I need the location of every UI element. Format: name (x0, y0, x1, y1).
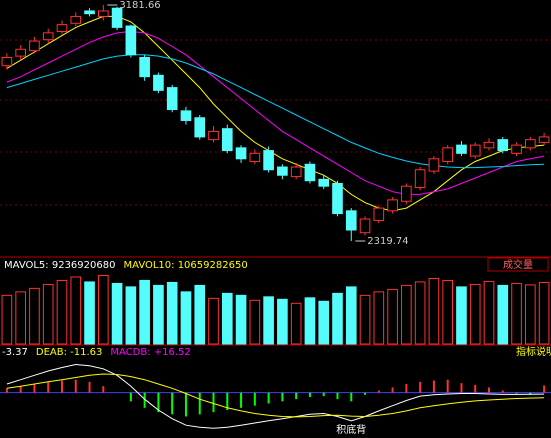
volume-bar (525, 284, 536, 345)
volume-bar (414, 281, 426, 345)
volume-bar (221, 292, 233, 345)
volume-bar (442, 279, 454, 345)
candle-body (194, 117, 206, 138)
candle-body (277, 166, 288, 176)
candle-body (56, 24, 68, 32)
volume-bar (1, 294, 13, 345)
volume-bar (153, 284, 164, 345)
candle-body (373, 207, 385, 221)
candle-body (469, 144, 481, 157)
candle-body (1, 56, 13, 67)
volume-bar (359, 294, 371, 345)
volume-bar (139, 279, 150, 345)
volume-bar (166, 281, 178, 345)
macd-annotation: 积底背 (336, 423, 366, 436)
candle-body (387, 199, 398, 212)
macd-label: MACDB: +16.52 (110, 347, 190, 358)
volume-bar (249, 299, 261, 345)
candle-body (97, 10, 109, 17)
candle-body (235, 147, 247, 160)
volume-bar (345, 286, 357, 345)
volume-bar (538, 281, 550, 345)
volume-bar (125, 286, 137, 345)
candle-body (125, 25, 137, 56)
candle-body (318, 178, 330, 187)
volume-bar (29, 287, 40, 345)
volume-bar (497, 284, 509, 345)
candle-body (483, 141, 495, 149)
button-label[interactable]: 成交量 (503, 258, 533, 271)
candle-body (290, 166, 302, 178)
candle-body (414, 169, 426, 189)
candle-body (263, 150, 274, 171)
candle-body (538, 136, 550, 143)
candle-body (249, 152, 261, 163)
volume-bar (373, 291, 385, 345)
volume-bar (97, 274, 109, 345)
candle-body (180, 110, 192, 121)
volume-bar (318, 300, 330, 345)
volume-bar (15, 291, 26, 345)
volume-bar (456, 286, 467, 345)
candle-body (70, 15, 82, 24)
candle-body (166, 87, 178, 111)
volume-label: MAVOL5: 9236920680 (4, 260, 115, 271)
candle-body (42, 32, 54, 41)
high-annotation: 3181.66 (119, 0, 160, 11)
volume-bar (111, 282, 123, 345)
volume-bar (84, 281, 95, 345)
indicator-line (6, 363, 545, 429)
candle-body (345, 210, 357, 231)
volume-label: MAVOL10: 10659282650 (123, 260, 247, 271)
candle-body (208, 130, 219, 141)
candle-body (153, 74, 164, 91)
volume-bar (428, 277, 440, 345)
candle-body (29, 40, 40, 52)
candle-body (139, 56, 150, 78)
candle-body (442, 147, 454, 163)
candle-body (456, 144, 467, 154)
candle-body (428, 158, 440, 172)
volume-bar (277, 298, 288, 345)
low-annotation: 2319.74 (367, 236, 408, 247)
volume-bar (483, 280, 495, 345)
indicator-button[interactable] (487, 257, 549, 272)
candle-body (304, 163, 316, 182)
candle-body (84, 10, 95, 15)
volume-bar (235, 294, 247, 345)
volume-bar (42, 283, 54, 345)
macd-label: DEAB: -11.63 (36, 347, 103, 358)
volume-bar (70, 276, 82, 345)
volume-bar (290, 302, 302, 345)
candle-body (525, 139, 536, 149)
indicator-line (6, 54, 545, 169)
indicator-line (6, 373, 545, 418)
candle-body (221, 128, 233, 152)
volume-bar (56, 279, 68, 345)
volume-bar (332, 292, 343, 345)
candle-body (497, 139, 509, 152)
button-label[interactable]: 指标说明 (516, 345, 551, 358)
price-grid (0, 39, 551, 206)
candle-body (401, 185, 412, 202)
volume-bar (304, 297, 316, 345)
candle-body (332, 182, 343, 215)
macd-label: -3.37 (2, 347, 28, 358)
volume-bar (263, 296, 274, 345)
candle-body (511, 144, 522, 154)
volume-bar (387, 288, 398, 345)
volume-bar (208, 297, 219, 345)
volume-bar (194, 284, 206, 345)
volume-bar (401, 284, 412, 345)
volume-bar (511, 282, 522, 345)
volume-bar (469, 283, 481, 345)
candle-body (359, 218, 371, 234)
volume-bar (180, 291, 192, 345)
indicator-line (6, 30, 545, 195)
candle-body (15, 48, 26, 57)
candle-body (111, 7, 123, 28)
indicator-line (6, 15, 545, 212)
